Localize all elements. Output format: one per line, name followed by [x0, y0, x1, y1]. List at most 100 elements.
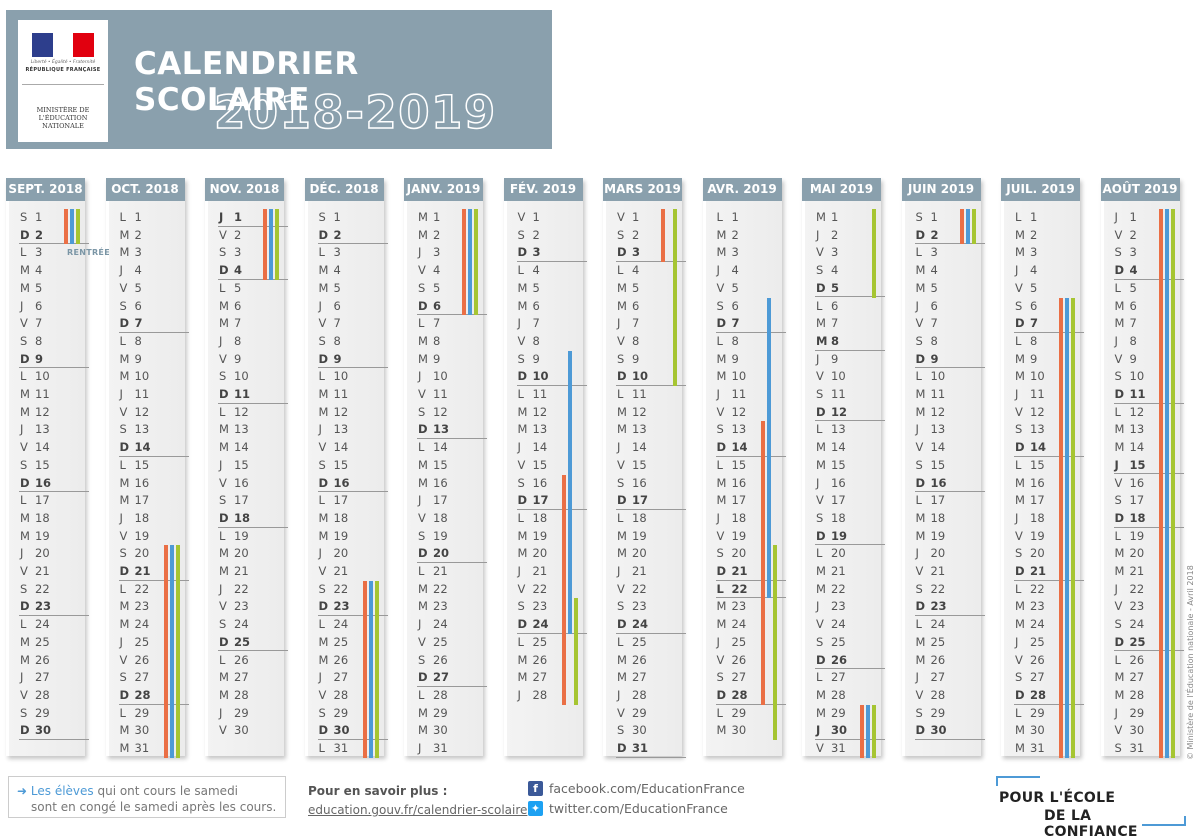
day-row: D 26 — [815, 652, 885, 670]
day-row: M 31 — [1015, 741, 1045, 755]
school-year: 2018-2019 — [213, 85, 497, 140]
day-row: S 16 — [517, 475, 548, 490]
day-row: L 15 — [119, 457, 150, 472]
copyright: © Ministère de l'Éducation nationale - A… — [1186, 565, 1195, 760]
vacation-bar-zone-a — [1059, 297, 1063, 758]
month-header: AVR. 2019 — [702, 178, 782, 207]
day-row: V 21 — [318, 564, 349, 578]
vacation-bar-zone-c — [175, 545, 180, 758]
day-row: M 10 — [119, 369, 150, 384]
day-row: J 15 — [1113, 457, 1184, 475]
day-row: S 30 — [617, 723, 647, 738]
day-row: V 15 — [517, 457, 548, 472]
day-row: S 24 — [219, 617, 249, 632]
day-row: J 13 — [318, 422, 349, 437]
day-row: L 11 — [617, 387, 647, 401]
more-link[interactable]: education.gouv.fr/calendrier-scolaire — [308, 803, 528, 817]
day-row: L 17 — [318, 493, 349, 508]
day-row: M 28 — [219, 687, 249, 702]
facebook-link[interactable]: f facebook.com/EducationFrance — [528, 781, 745, 796]
day-row: J 27 — [318, 670, 349, 685]
day-row: L 10 — [915, 369, 946, 384]
day-row: D 28 — [118, 687, 189, 705]
day-row: J 23 — [816, 599, 846, 614]
day-row: S 17 — [219, 493, 249, 508]
note-highlight: Les élèves — [30, 784, 94, 798]
day-row: J 25 — [1015, 634, 1045, 649]
month-days: S 1 D 2 L 3 M 4 M 5 J 6 V 7 S 8 D 9 L 10 M 11 M 12 J 13 V 14 S 15 D 16 L… — [904, 201, 985, 756]
day-row: S 29 — [915, 705, 946, 720]
day-row: J 11 — [1015, 387, 1045, 401]
day-row: S 23 — [617, 599, 647, 614]
day-row: L 14 — [418, 440, 448, 455]
vacation-bar-zone-c — [275, 209, 279, 280]
day-row: J 15 — [219, 457, 249, 472]
day-row: L 29 — [716, 705, 747, 720]
day-row: V 28 — [915, 687, 946, 702]
day-row: L 11 — [517, 387, 548, 401]
day-row: M 28 — [816, 687, 846, 702]
day-row: M 16 — [716, 475, 747, 490]
vacation-bar-zone-c — [374, 580, 379, 758]
day-row: M 25 — [20, 634, 50, 649]
month-header: JUIN 2019 — [901, 178, 981, 207]
vacation-bar-zone-b — [965, 209, 970, 245]
day-row: M 10 — [716, 369, 747, 384]
day-row: M 19 — [517, 528, 548, 543]
vacation-bar-zone-b — [368, 580, 373, 758]
day-row: J 25 — [716, 634, 747, 649]
day-row: M 14 — [219, 440, 249, 455]
day-row: D 19 — [815, 528, 885, 546]
vacation-bar-zone-a — [263, 209, 267, 280]
vacation-bar-zone-a — [362, 580, 367, 758]
day-row: V 28 — [20, 687, 50, 702]
day-row: M 30 — [418, 723, 448, 738]
more-info: Pour en savoir plus : education.gouv.fr/… — [308, 782, 527, 820]
day-row: L 26 — [1114, 652, 1145, 667]
day-row: D 16 — [19, 475, 89, 493]
day-row: D 21 — [118, 563, 189, 581]
day-row: S 23 — [517, 599, 548, 614]
twitter-link[interactable]: ✦ twitter.com/EducationFrance — [528, 801, 728, 816]
month-column: AVR. 2019 L 1 M 2 M 3 J 4 V 5 S 6 D 7 L 8 M 9 M 10 J 11 V 12 S 13 D… — [702, 178, 786, 756]
day-row: V 14 — [915, 440, 946, 455]
day-row: D 16 — [317, 475, 388, 493]
day-row: L 29 — [119, 705, 150, 720]
day-row: L 26 — [219, 652, 249, 667]
month-column: DÉC. 2018 S 1 D 2 L 3 M 4 M 5 J 6 V 7 S 8 D 9 L 10 M 11 M 12 J 13 V… — [304, 178, 388, 758]
day-row: D 23 — [914, 598, 985, 616]
day-row: M 13 — [617, 422, 647, 437]
day-row: M 27 — [219, 670, 249, 685]
day-row: D 13 — [417, 421, 487, 439]
day-row: D 14 — [118, 439, 189, 457]
vacation-bar-zone-c — [772, 545, 777, 740]
day-row: M 16 — [119, 475, 150, 490]
day-row: M 11 — [20, 387, 50, 401]
day-row: V 25 — [418, 634, 448, 649]
day-row: S 17 — [1114, 493, 1145, 508]
day-row: D 11 — [1113, 386, 1184, 404]
vacation-bar-zone-b — [269, 209, 273, 280]
day-row: M 29 — [816, 705, 846, 720]
vacation-bar-zone-a — [561, 474, 566, 705]
day-row: V 12 — [119, 404, 150, 419]
vacation-bar-zone-a — [860, 704, 864, 758]
